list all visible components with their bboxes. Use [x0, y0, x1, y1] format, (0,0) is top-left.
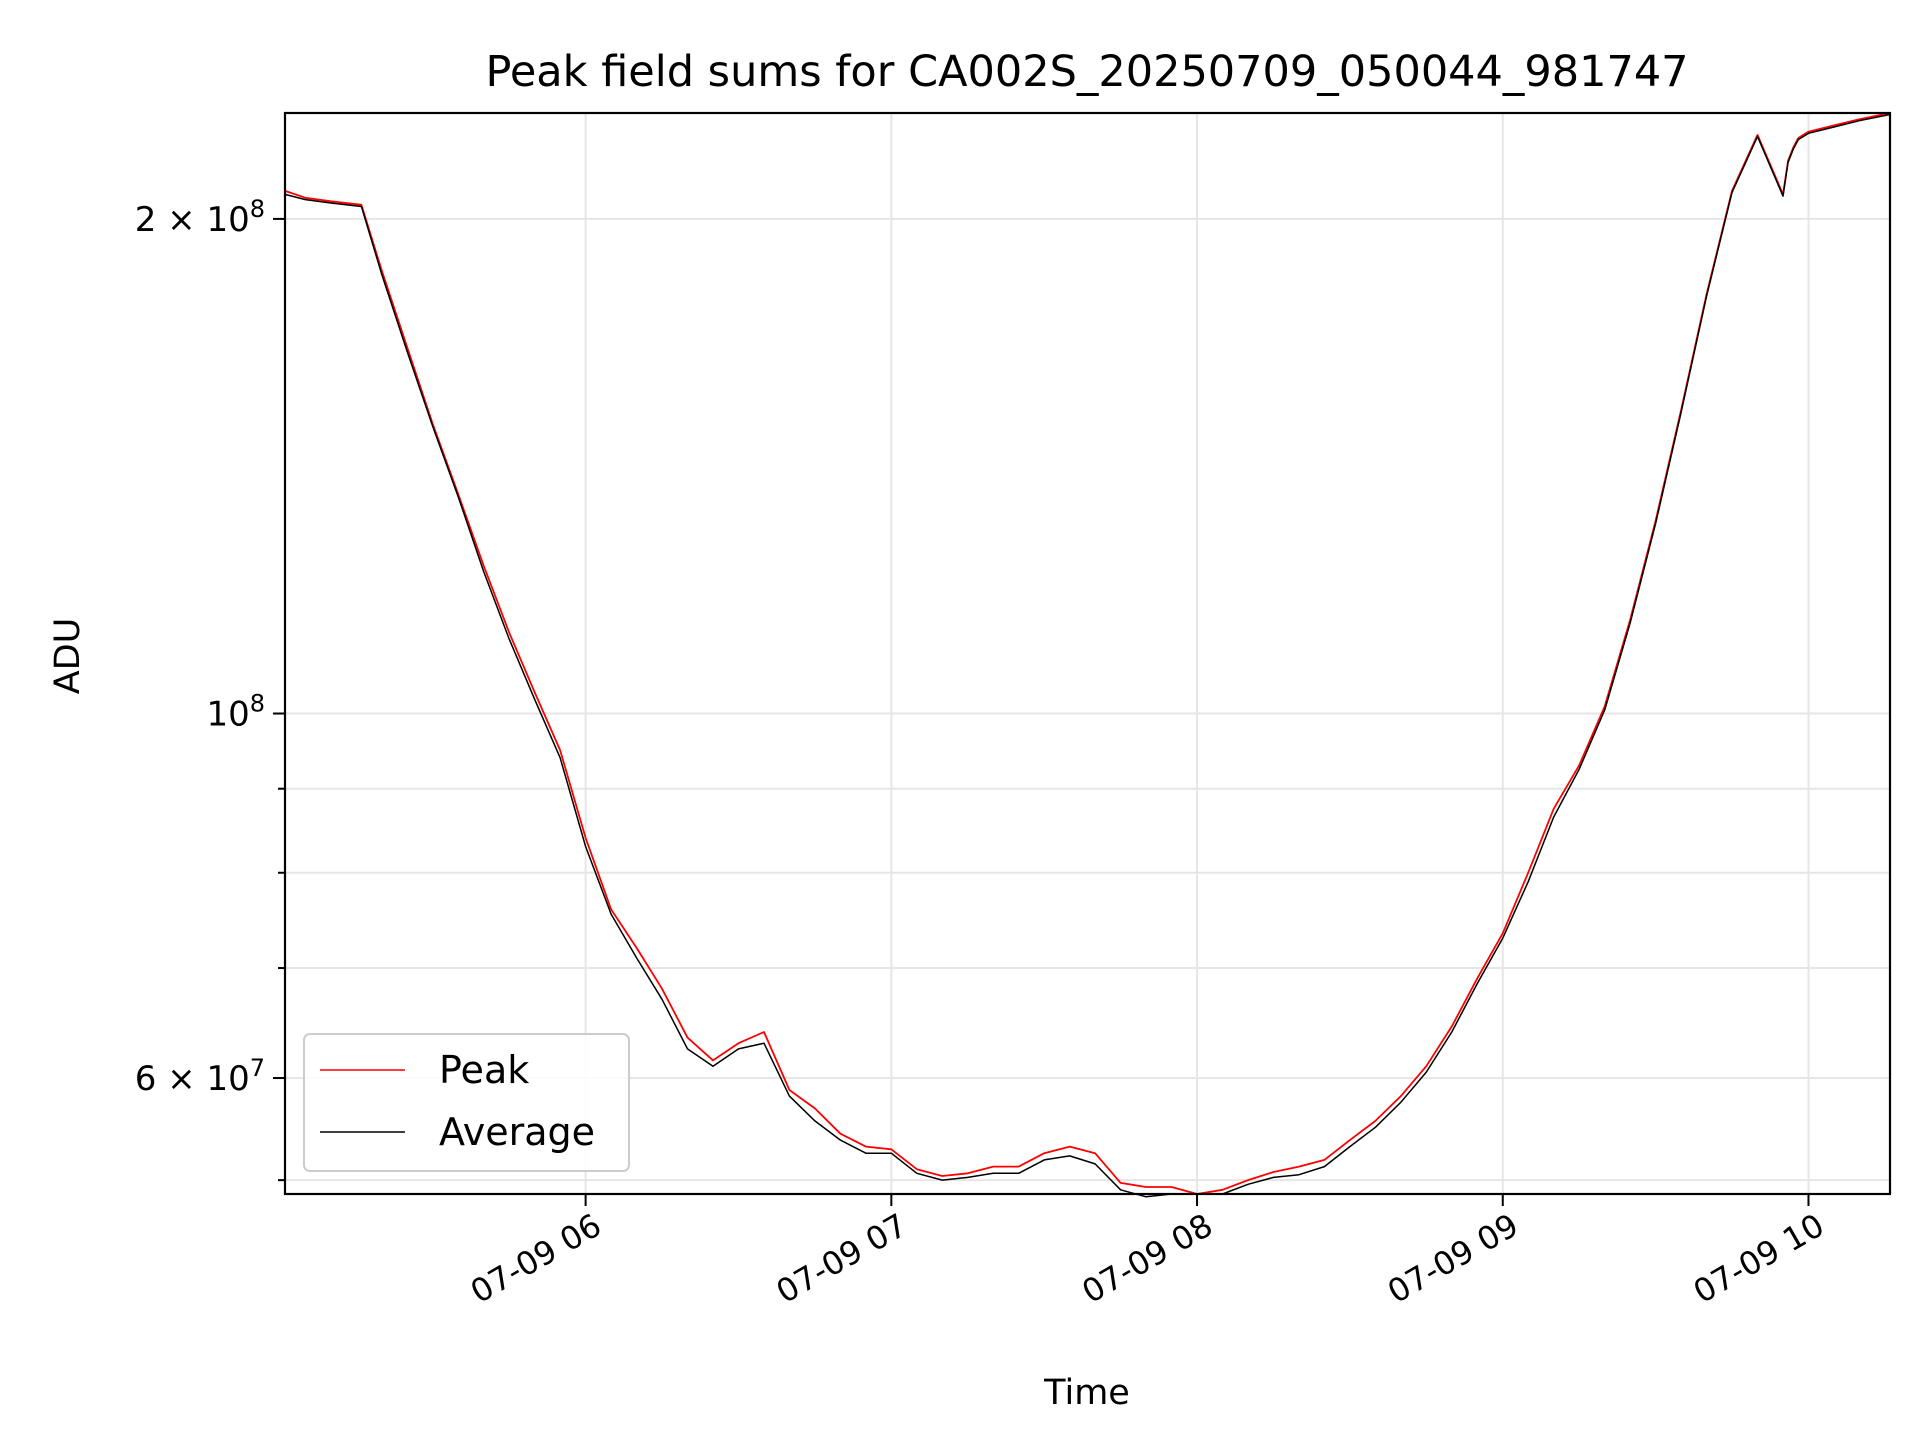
series-line-average: [284, 113, 1891, 1198]
legend-label-peak: Peak: [439, 1048, 529, 1092]
legend: Peak Average: [303, 1033, 630, 1172]
y-tick-label: 108: [206, 690, 265, 735]
legend-box: [303, 1033, 630, 1172]
y-tick-label: 2 × 108: [135, 195, 265, 240]
legend-label-average: Average: [439, 1110, 595, 1154]
plot-frame: [283, 111, 1892, 1196]
x-axis-label: Time: [1043, 1373, 1130, 1413]
chart-title: Peak field sums for CA002S_20250709_0500…: [485, 47, 1688, 97]
y-axis-label: ADU: [48, 618, 88, 695]
y-tick-label: 6 × 107: [135, 1054, 265, 1099]
